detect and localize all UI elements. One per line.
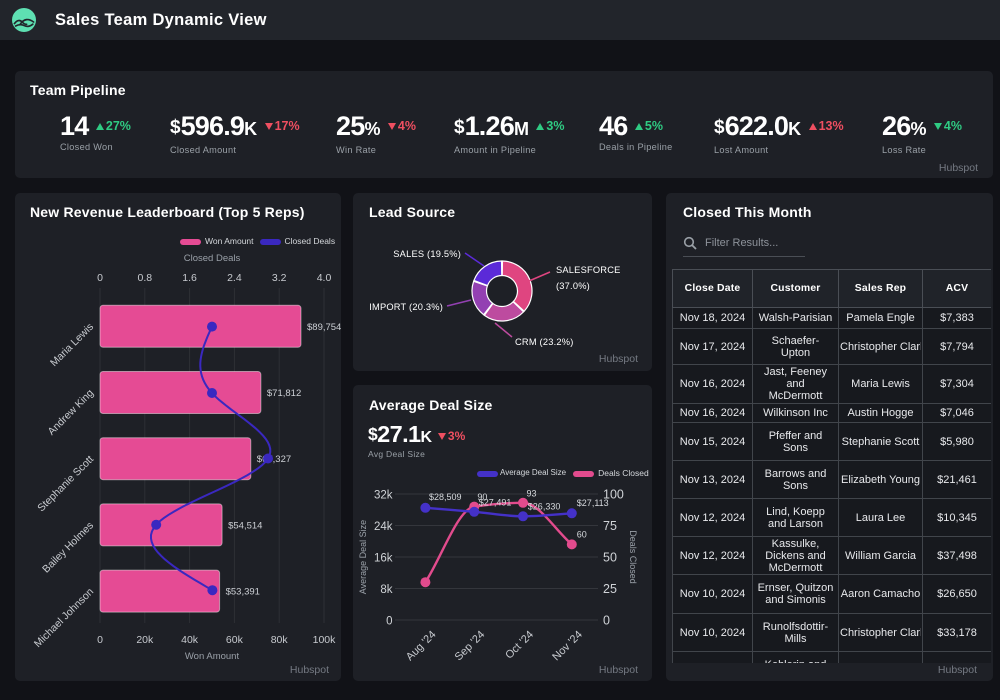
- svg-text:Won Amount: Won Amount: [185, 651, 240, 662]
- svg-text:Sep '24: Sep '24: [453, 629, 488, 664]
- svg-text:20k: 20k: [136, 634, 154, 646]
- svg-text:Average Deal Size: Average Deal Size: [358, 520, 368, 594]
- svg-text:$67,327: $67,327: [257, 454, 291, 465]
- svg-text:Michael Johnson: Michael Johnson: [32, 586, 96, 650]
- svg-text:4.0: 4.0: [317, 272, 332, 284]
- svg-text:$71,812: $71,812: [267, 388, 301, 399]
- svg-text:Andrew King: Andrew King: [46, 387, 97, 438]
- svg-text:0: 0: [386, 616, 392, 628]
- svg-text:Aug '24: Aug '24: [404, 629, 439, 664]
- svg-text:Maria Lewis: Maria Lewis: [48, 321, 96, 369]
- svg-text:16k: 16k: [374, 553, 393, 565]
- svg-text:Bailey Holmes: Bailey Holmes: [40, 520, 96, 576]
- svg-text:$53,391: $53,391: [226, 587, 260, 598]
- svg-text:Oct '24: Oct '24: [503, 629, 536, 662]
- svg-text:100k: 100k: [313, 634, 337, 646]
- svg-text:1.6: 1.6: [182, 272, 197, 284]
- svg-text:50: 50: [603, 551, 617, 565]
- svg-text:32k: 32k: [374, 490, 393, 502]
- svg-text:Stephanie Scott: Stephanie Scott: [35, 453, 96, 514]
- svg-text:0: 0: [97, 634, 103, 646]
- svg-text:0: 0: [97, 272, 103, 284]
- svg-text:100: 100: [603, 488, 624, 502]
- svg-text:$89,754: $89,754: [307, 322, 341, 333]
- svg-text:60k: 60k: [226, 634, 244, 646]
- svg-text:IMPORT (20.3%): IMPORT (20.3%): [369, 302, 443, 312]
- svg-text:40k: 40k: [181, 634, 199, 646]
- svg-text:93: 93: [527, 489, 537, 499]
- svg-text:(37.0%): (37.0%): [556, 281, 590, 291]
- svg-text:8k: 8k: [380, 584, 392, 596]
- svg-text:90: 90: [477, 492, 487, 502]
- svg-text:Nov '24: Nov '24: [550, 629, 585, 664]
- svg-text:Deals Closed: Deals Closed: [628, 530, 638, 584]
- svg-text:0: 0: [603, 614, 610, 628]
- svg-text:80k: 80k: [271, 634, 289, 646]
- svg-text:$28,509: $28,509: [429, 492, 462, 502]
- svg-text:$26,330: $26,330: [528, 502, 561, 512]
- svg-text:CRM (23.2%): CRM (23.2%): [515, 337, 574, 347]
- svg-text:3.2: 3.2: [272, 272, 287, 284]
- svg-text:SALESFORCE: SALESFORCE: [556, 265, 621, 275]
- svg-text:$54,514: $54,514: [228, 520, 262, 531]
- svg-text:0.8: 0.8: [137, 272, 152, 284]
- svg-text:$27,491: $27,491: [479, 498, 512, 508]
- svg-text:Closed Deals: Closed Deals: [184, 253, 241, 264]
- svg-text:75: 75: [603, 519, 617, 533]
- svg-text:2.4: 2.4: [227, 272, 242, 284]
- svg-text:24k: 24k: [374, 521, 393, 533]
- svg-text:60: 60: [577, 530, 587, 540]
- svg-text:SALES (19.5%): SALES (19.5%): [393, 249, 461, 259]
- svg-text:25: 25: [603, 582, 617, 596]
- svg-text:$27,113: $27,113: [577, 498, 609, 508]
